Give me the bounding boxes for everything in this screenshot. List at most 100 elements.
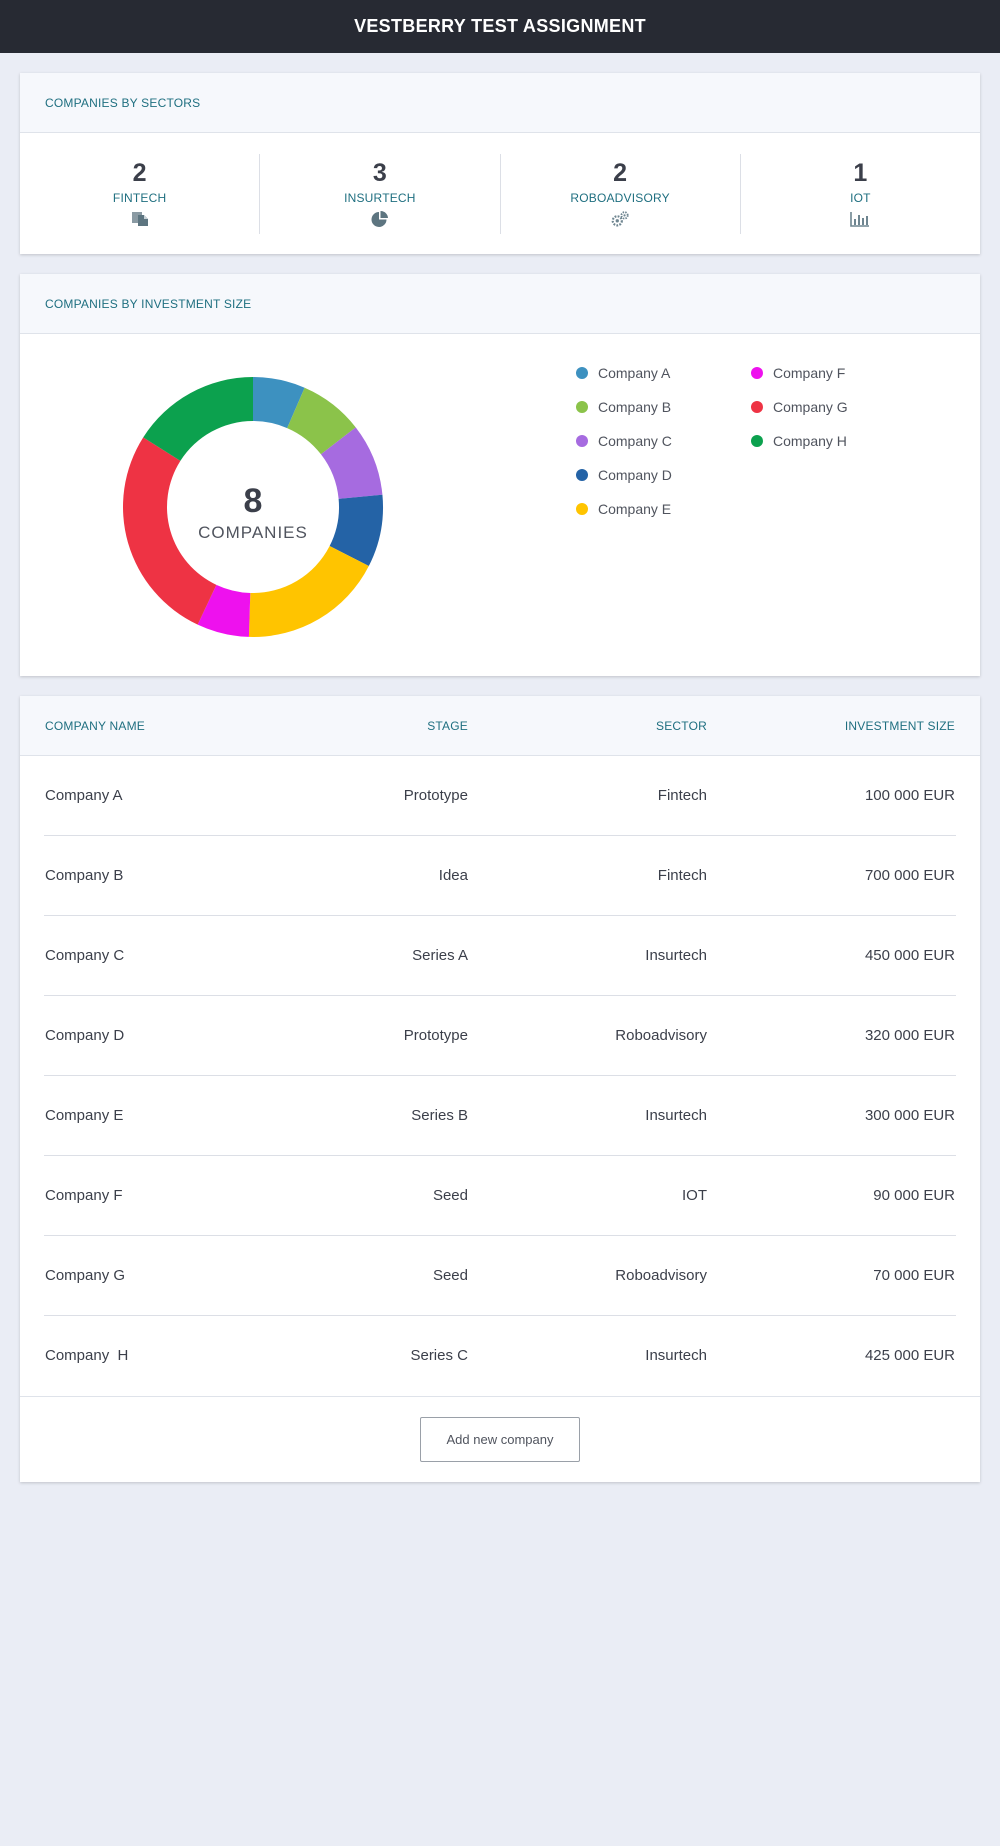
sector-cell: Roboadvisory — [615, 1027, 707, 1044]
donut-slice-company-h[interactable] — [143, 377, 253, 461]
row-divider — [44, 1235, 956, 1236]
stage-cell: Seed — [432, 1187, 468, 1204]
legend-label: Company E — [598, 501, 672, 517]
column-header-stage[interactable]: STAGE — [427, 719, 468, 733]
row-divider — [44, 1075, 956, 1076]
stage-cell: Series B — [411, 1107, 468, 1124]
sector-count: 3 — [372, 158, 387, 187]
company-name-cell: Company G — [45, 1267, 126, 1284]
legend-item[interactable]: Company B — [576, 398, 671, 416]
legend-label: Company A — [598, 365, 671, 381]
documents-icon — [130, 210, 150, 228]
sector-roboadvisory: 2 ROBOADVISORY — [501, 153, 741, 234]
legend-item[interactable]: Company E — [576, 500, 671, 518]
legend-color-dot — [576, 435, 588, 447]
sector-fintech: 2 FINTECH — [20, 153, 261, 234]
bar-chart-icon — [850, 210, 870, 228]
legend-color-dot — [751, 367, 763, 379]
sectors-card-title: COMPANIES BY SECTORS — [45, 95, 201, 110]
legend-color-dot — [576, 503, 588, 515]
legend-color-dot — [576, 401, 588, 413]
sector-iot: 1 IOT — [741, 154, 980, 234]
sector-name: INSURTECH — [344, 190, 416, 205]
donut-slice-company-f[interactable] — [197, 584, 251, 637]
legend-label: Company F — [773, 365, 846, 381]
stage-cell: Seed — [432, 1267, 468, 1284]
add-new-company-button[interactable]: Add new company — [420, 1417, 580, 1462]
stage-cell: Series A — [412, 947, 468, 964]
sector-cell: Fintech — [657, 787, 707, 804]
sector-count: 2 — [132, 158, 147, 187]
sector-cell: Fintech — [657, 867, 707, 884]
legend-label: Company H — [773, 433, 847, 449]
investment-size-cell: 700 000 EUR — [864, 867, 955, 884]
table-row[interactable]: Company F Seed IOT 90 000 EUR — [20, 1156, 980, 1236]
legend-item[interactable]: Company C — [576, 432, 672, 450]
legend-color-dot — [576, 367, 588, 379]
legend-item[interactable]: Company G — [751, 398, 848, 416]
investment-size-cell: 450 000 EUR — [864, 947, 955, 964]
legend-item[interactable]: Company H — [751, 432, 847, 450]
table-row[interactable]: Company G Seed Roboadvisory 70 000 EUR — [20, 1236, 980, 1316]
table-row[interactable]: Company D Prototype Roboadvisory 320 000 EU… — [20, 996, 980, 1076]
app-title: VESTBERRY TEST ASSIGNMENT — [354, 16, 646, 36]
chart-card-header: COMPANIES BY INVESTMENT SIZE — [20, 274, 980, 334]
legend-item[interactable]: Company A — [576, 364, 670, 382]
stage-cell: Prototype — [403, 1027, 468, 1044]
sector-insurtech: 3 INSURTECH — [260, 153, 501, 234]
investment-size-cell: 320 000 EUR — [864, 1027, 955, 1044]
gears-icon — [610, 210, 630, 228]
investment-size-cell: 70 000 EUR — [873, 1267, 955, 1284]
sector-stats: 2 FINTECH 3 INSURTECH 2 ROBOADV — [20, 133, 980, 254]
table-footer: Add new company — [20, 1396, 980, 1482]
sector-cell: Insurtech — [645, 1107, 707, 1124]
sector-count: 2 — [613, 158, 628, 187]
sector-cell: IOT — [682, 1187, 707, 1204]
company-name-cell: Company B — [45, 867, 124, 884]
legend-item[interactable]: Company F — [751, 364, 845, 382]
column-header-company-name[interactable]: COMPANY NAME — [45, 719, 145, 733]
chart-legend: Company A Company B Company C Company D Comp… — [576, 364, 936, 564]
investment-size-cell: 90 000 EUR — [873, 1187, 955, 1204]
legend-color-dot — [751, 435, 763, 447]
table-body: Company A Prototype Fintech 100 000 EUR Comp… — [20, 756, 980, 1396]
legend-label: Company D — [598, 467, 672, 483]
donut-center-count: 8 — [244, 482, 263, 520]
table-row[interactable]: Company E Series B Insurtech 300 000 EUR — [20, 1076, 980, 1156]
column-header-sector[interactable]: SECTOR — [656, 719, 707, 733]
row-divider — [44, 995, 956, 996]
table-row[interactable]: Company C Series A Insurtech 450 000 EUR — [20, 916, 980, 996]
sector-cell: Roboadvisory — [615, 1267, 707, 1284]
pie-chart-icon — [370, 210, 390, 228]
company-name-cell: Company H — [45, 1347, 129, 1364]
sector-cell: Insurtech — [645, 947, 707, 964]
row-divider — [44, 1155, 956, 1156]
table-row[interactable]: Company B Idea Fintech 700 000 EUR — [20, 836, 980, 916]
donut-slice-company-b[interactable] — [287, 387, 356, 455]
table-row[interactable]: Company A Prototype Fintech 100 000 EUR — [20, 756, 980, 836]
company-name-cell: Company F — [45, 1187, 123, 1204]
companies-table-card: COMPANY NAME STAGE SECTOR INVESTMENT SIZ… — [20, 696, 980, 1482]
stage-cell: Idea — [438, 867, 468, 884]
table-row[interactable]: Company H Series C Insurtech 425 000 EUR — [20, 1316, 980, 1396]
column-header-investment-size[interactable]: INVESTMENT SIZE — [844, 719, 955, 733]
investment-size-cell: 425 000 EUR — [864, 1347, 955, 1364]
stage-cell: Series C — [410, 1347, 468, 1364]
company-name-cell: Company C — [45, 947, 125, 964]
donut-slice-company-a[interactable] — [253, 377, 305, 429]
row-divider — [44, 1315, 956, 1316]
donut-slice-company-e[interactable] — [248, 546, 369, 637]
legend-color-dot — [751, 401, 763, 413]
row-divider — [44, 915, 956, 916]
donut-slice-company-c[interactable] — [320, 427, 383, 499]
donut-chart: 8 COMPANIES — [123, 377, 383, 637]
legend-color-dot — [576, 469, 588, 481]
legend-label: Company C — [598, 433, 672, 449]
table-header-row: COMPANY NAME STAGE SECTOR INVESTMENT SIZ… — [20, 696, 980, 756]
donut-slice-company-d[interactable] — [329, 494, 383, 567]
legend-item[interactable]: Company D — [576, 466, 672, 484]
donut-slice-company-g[interactable] — [123, 437, 217, 625]
company-name-cell: Company A — [45, 787, 123, 804]
sector-name: ROBOADVISORY — [570, 190, 670, 205]
